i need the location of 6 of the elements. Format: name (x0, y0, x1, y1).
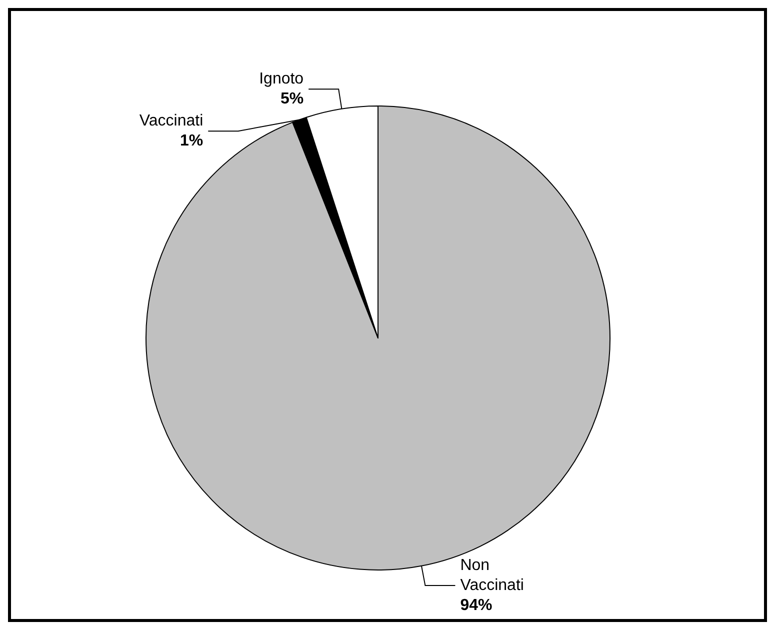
data-label: 5% (280, 90, 304, 108)
data-label: 1% (180, 132, 204, 150)
data-label: 94% (460, 597, 492, 614)
slice-label: Vaccinati (139, 112, 204, 130)
slice-label: Non Vaccinati (460, 557, 524, 594)
slice-label: Ignoto (259, 70, 304, 88)
